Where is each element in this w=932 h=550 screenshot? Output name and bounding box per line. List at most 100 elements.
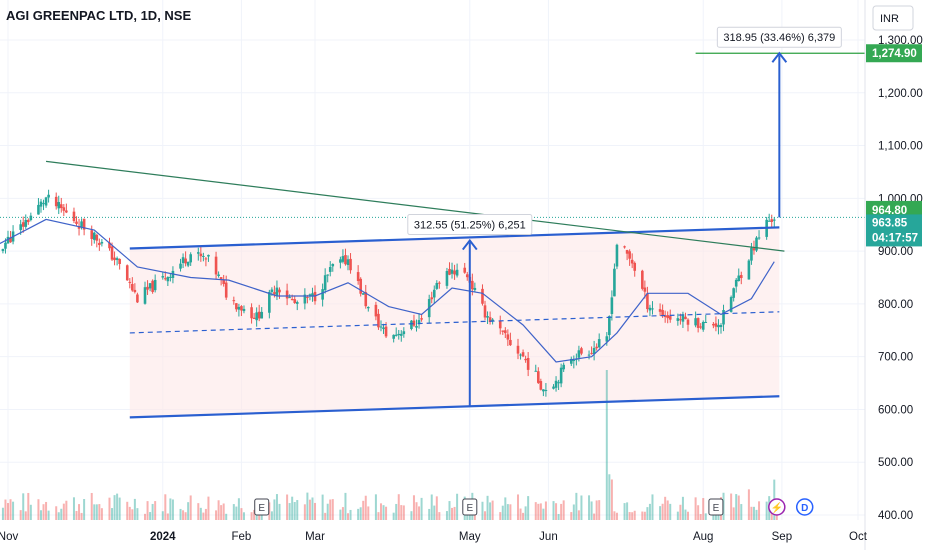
candle-body [415,325,418,328]
candle-body [235,303,238,310]
candle-body [481,288,484,304]
volume-bar [364,495,367,520]
volume-bar [171,499,174,520]
y-tick-label: 1,100.00 [878,141,923,153]
volume-bar [62,503,65,520]
candle-body [450,269,454,274]
candle-body [181,257,185,263]
candle-body [326,274,330,276]
dividend-marker [795,498,814,516]
volume-bar [362,500,365,520]
volume-bar [220,505,223,520]
volume-bar [648,503,651,520]
candle-body [377,313,380,328]
candle-body [668,315,672,320]
candle-body [232,300,236,302]
candle-body [133,289,137,293]
candle-body [526,357,530,370]
volume-bar [722,492,725,520]
volume-bar [7,503,9,520]
candle-body [663,315,667,318]
volume-bar [687,511,689,520]
candle-body [255,312,258,321]
volume-bar [326,503,329,520]
candle-body [92,232,96,240]
currency-label: INR [880,13,899,25]
volume-bar [57,512,60,520]
candle-body [379,326,383,328]
candle-body [658,309,662,312]
y-tick-label: 1,200.00 [878,88,923,100]
volume-bar [608,474,611,520]
candle-body [686,319,690,325]
candle-body [6,236,10,244]
countdown-tag: 04:17:57 [872,232,918,244]
volume-bar [118,497,121,520]
candle-body [184,258,187,264]
candle-body [417,320,421,325]
high-price-tag: 964.80 [872,205,907,217]
candle-body [270,289,274,292]
volume-bar [55,506,58,520]
candle-body [666,315,670,319]
candle-body [739,275,743,279]
measure-1-label: 312.55 (51.25%) 6,251 [414,220,526,232]
candle-body [308,294,312,297]
candle-body [224,282,228,298]
candle-body [501,330,505,332]
candle-body [26,219,30,223]
candle-body [186,261,190,266]
volume-bar [623,503,626,520]
candle-body [311,293,314,297]
candle-body [539,381,543,390]
volume-bar [29,504,32,520]
volume-bar [572,504,575,520]
candle-body [321,289,324,300]
volume-bar [308,499,311,520]
candle-body [82,218,86,230]
candle-body [328,267,332,272]
candle-body [1,248,5,252]
candle-body [257,311,261,319]
candle-body [384,326,388,337]
candle-body [359,278,362,294]
candle-body [757,237,761,239]
volume-bar [392,512,395,520]
candle-body [471,280,474,290]
candle-body [204,258,208,260]
candle-body [382,327,385,330]
volume-bar [144,513,147,520]
volume-bar [161,511,164,520]
candle-body [646,293,649,310]
candle-body [90,230,94,239]
candle-body [148,283,152,289]
volume-bar [382,505,385,520]
candle-body [729,297,733,312]
volume-bar [60,508,63,520]
candle-body [39,201,43,207]
volume-bar [113,495,116,520]
price-axis-bg [865,0,932,550]
candle-body [349,258,352,271]
earnings-marker [708,498,724,516]
volume-bar [22,493,25,520]
candle-body [767,220,771,222]
volume-bar [737,495,740,520]
candle-body [516,345,520,354]
candle-body [714,323,718,327]
candle-body [394,334,398,336]
candle-body [80,221,83,227]
volume-bar [509,504,512,520]
split-marker [768,498,786,516]
candle-body [608,316,611,336]
candle-body [633,262,637,271]
volume-bar [182,510,185,520]
candle-body [625,250,629,254]
volume-bar [9,499,12,520]
candle-body [202,255,205,257]
candle-body [339,259,342,263]
candle-body [75,221,78,224]
candle-body [260,311,264,319]
